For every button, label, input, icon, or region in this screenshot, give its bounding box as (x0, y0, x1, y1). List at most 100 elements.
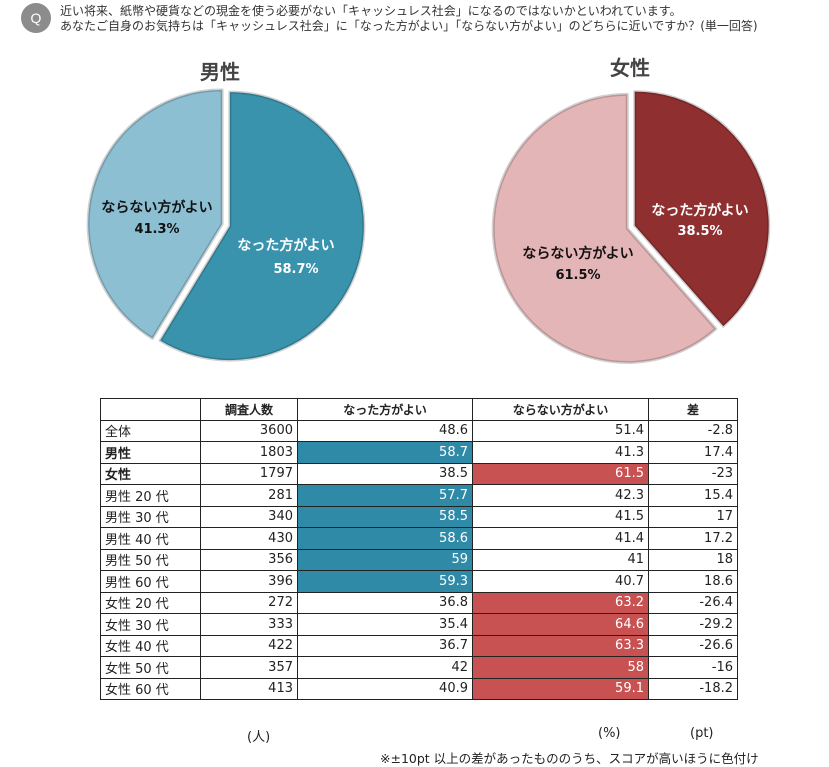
row-no-value: 61.5 (472, 462, 649, 485)
row-diff-value: -29.2 (648, 613, 738, 636)
row-no-value: 41.5 (472, 505, 649, 528)
row-diff-value: 18 (648, 548, 738, 571)
row-diff-value: 17 (648, 505, 738, 528)
row-no-value: 58 (472, 656, 649, 679)
table-row: 女性 20 代 272 36.8 63.2 -26.4 (100, 591, 738, 614)
row-no-value: 42.3 (472, 484, 649, 507)
row-label: 全体 (100, 419, 201, 442)
row-no-value: 41.4 (472, 527, 649, 550)
question-line-2: あなたご自身のお気持ちは「キャッシュレス社会」に「なった方がよい」「ならない方が… (60, 19, 758, 33)
male-no-label: ならない方がよい (101, 199, 212, 216)
row-no-value: 63.3 (472, 634, 649, 657)
row-yes-value: 38.5 (297, 462, 473, 485)
row-yes-value: 58.5 (297, 505, 473, 528)
row-sample-size: 3600 (200, 419, 298, 442)
row-diff-value: -2.8 (648, 419, 738, 442)
table-row: 全体 3600 48.6 51.4 -2.8 (100, 419, 738, 442)
row-diff-value: 15.4 (648, 484, 738, 507)
row-label: 男性 60 代 (100, 570, 201, 593)
row-sample-size: 356 (200, 548, 298, 571)
unit-percent: (%) (598, 726, 621, 741)
row-diff-value: 17.4 (648, 441, 738, 464)
female-pie-slice-no (491, 92, 718, 364)
question-badge: Q (21, 3, 51, 33)
row-label: 女性 40 代 (100, 634, 201, 657)
header-diff: 差 (648, 398, 738, 421)
row-diff-value: -18.2 (648, 677, 738, 700)
row-yes-value: 36.8 (297, 591, 473, 614)
row-sample-size: 1797 (200, 462, 298, 485)
row-yes-value: 59 (297, 548, 473, 571)
table-row: 女性 60 代 413 40.9 59.1 -18.2 (100, 677, 738, 700)
row-yes-value: 40.9 (297, 677, 473, 700)
row-no-value: 59.1 (472, 677, 649, 700)
row-yes-value: 35.4 (297, 613, 473, 636)
unit-points: (pt) (690, 726, 714, 741)
row-no-value: 63.2 (472, 591, 649, 614)
header-yes: なった方がよい (297, 398, 473, 421)
unit-people: (人) (247, 730, 271, 745)
table-row: 女性 40 代 422 36.7 63.3 -26.6 (100, 634, 738, 657)
row-sample-size: 272 (200, 591, 298, 614)
female-pie-slice-yes (633, 90, 771, 328)
female-yes-label: なった方がよい (651, 202, 748, 219)
row-sample-size: 340 (200, 505, 298, 528)
row-label: 男性 (100, 441, 201, 464)
row-label: 女性 60 代 (100, 677, 201, 700)
row-no-value: 51.4 (472, 419, 649, 442)
row-sample-size: 333 (200, 613, 298, 636)
row-yes-value: 36.7 (297, 634, 473, 657)
male-pie-title: 男性 (200, 60, 240, 84)
row-sample-size: 396 (200, 570, 298, 593)
row-yes-value: 42 (297, 656, 473, 679)
table-row: 男性 60 代 396 59.3 40.7 18.6 (100, 570, 738, 593)
row-sample-size: 413 (200, 677, 298, 700)
female-no-value: 61.5% (555, 268, 600, 283)
row-sample-size: 281 (200, 484, 298, 507)
question-line-1: 近い将来、紙幣や硬貨などの現金を使う必要がない「キャッシュレス社会」になるのでは… (60, 4, 682, 18)
row-diff-value: -16 (648, 656, 738, 679)
header-blank (100, 398, 201, 421)
row-diff-value: -26.4 (648, 591, 738, 614)
row-no-value: 41 (472, 548, 649, 571)
male-pie-slice-no (86, 88, 224, 340)
row-label: 女性 20 代 (100, 591, 201, 614)
row-sample-size: 357 (200, 656, 298, 679)
header-sample-size: 調査人数 (200, 398, 298, 421)
row-label: 女性 50 代 (100, 656, 201, 679)
male-yes-value: 58.7% (273, 262, 318, 277)
row-diff-value: 17.2 (648, 527, 738, 550)
header-no: ならない方がよい (472, 398, 649, 421)
table-row: 男性 1803 58.7 41.3 17.4 (100, 441, 738, 464)
results-table: 調査人数 なった方がよい ならない方がよい 差 全体 3600 48.6 51.4 -2… (100, 398, 738, 700)
male-pie-slices (86, 88, 366, 362)
table-header-row: 調査人数 なった方がよい ならない方がよい 差 (100, 398, 738, 421)
female-pie-slices (491, 90, 771, 364)
table-row: 女性 1797 38.5 61.5 -23 (100, 462, 738, 485)
male-pie-chart: ならない方がよい 41.3% なった方がよい 58.7% (86, 88, 366, 362)
table-row: 男性 40 代 430 58.6 41.4 17.2 (100, 527, 738, 550)
table-row: 女性 50 代 357 42 58 -16 (100, 656, 738, 679)
row-yes-value: 58.6 (297, 527, 473, 550)
male-no-value: 41.3% (134, 222, 179, 237)
male-yes-label: なった方がよい (237, 237, 334, 254)
row-yes-value: 57.7 (297, 484, 473, 507)
row-sample-size: 430 (200, 527, 298, 550)
footnote: ※±10pt 以上の差があったもののうち、スコアが高いほうに色付け (380, 751, 759, 766)
male-pie-slice-yes (158, 90, 366, 362)
row-no-value: 40.7 (472, 570, 649, 593)
row-diff-value: -23 (648, 462, 738, 485)
row-no-value: 41.3 (472, 441, 649, 464)
table-row: 女性 30 代 333 35.4 64.6 -29.2 (100, 613, 738, 636)
row-label: 男性 40 代 (100, 527, 201, 550)
row-yes-value: 48.6 (297, 419, 473, 442)
female-pie-chart: なった方がよい 38.5% ならない方がよい 61.5% (491, 90, 771, 364)
row-diff-value: 18.6 (648, 570, 738, 593)
row-label: 女性 30 代 (100, 613, 201, 636)
row-diff-value: -26.6 (648, 634, 738, 657)
female-pie-title: 女性 (610, 56, 650, 80)
row-label: 男性 20 代 (100, 484, 201, 507)
table-row: 男性 50 代 356 59 41 18 (100, 548, 738, 571)
female-no-label: ならない方がよい (522, 245, 633, 262)
row-yes-value: 59.3 (297, 570, 473, 593)
